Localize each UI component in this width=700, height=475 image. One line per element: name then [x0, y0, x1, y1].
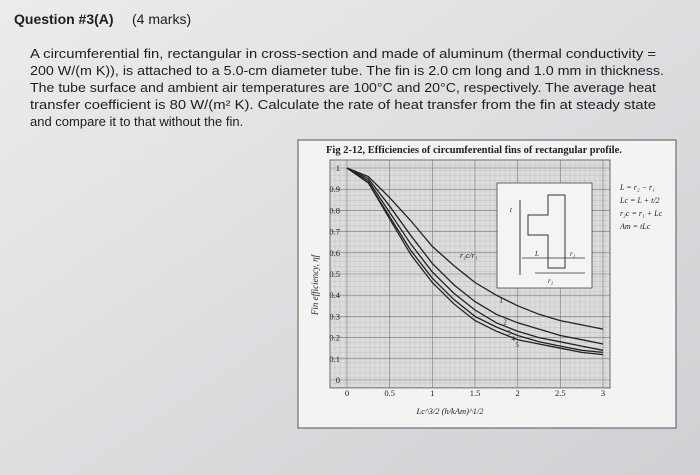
x-tick-label: 3: [601, 388, 605, 398]
curve-label: 5: [515, 341, 519, 349]
x-tick-label: 0: [345, 388, 349, 398]
diagram-label: r₁: [570, 250, 575, 258]
y-axis-label: Fin efficiency, ηf: [310, 253, 320, 316]
y-tick-label: 0.5: [329, 269, 340, 279]
diagram-label: r₂: [548, 277, 554, 285]
curve-label: 4: [511, 335, 515, 343]
formula: Lc = L + t/2: [619, 196, 660, 205]
x-tick-label: 0.5: [384, 388, 395, 398]
y-tick-label: 0.2: [329, 333, 340, 343]
efficiency-curve: [346, 167, 604, 356]
figure: Fig 2-12, Efficiencies of circumferentia…: [310, 145, 663, 416]
x-axis-label: Lc^3/2 (h/kAm)^1/2: [416, 406, 485, 416]
x-tick-label: 1.5: [470, 388, 481, 398]
efficiency-curve: [346, 167, 604, 345]
formula: L = r₂ − r₁: [619, 183, 655, 192]
question-line: The tube surface and ambient air tempera…: [30, 80, 656, 95]
efficiency-curve: [346, 167, 604, 351]
y-tick-label: 0.4: [329, 290, 340, 300]
question-line: 200 W/(m K)), is attached to a 5.0-cm di…: [30, 63, 664, 78]
question-line: transfer coefficient is 80 W/(m² K). Cal…: [30, 97, 656, 112]
diagram-fin: [519, 194, 566, 275]
curve-annotation: r₂c/r₁: [460, 251, 478, 260]
x-tick-label: 1: [430, 388, 434, 398]
question-title: Question #3(A): [14, 11, 114, 27]
y-tick-label: 0.9: [329, 184, 340, 194]
formula: r₂c = r₁ + Lc: [620, 209, 663, 218]
y-tick-label: 1: [336, 163, 340, 173]
question-line: and compare it to that without the fin.: [30, 114, 243, 129]
diagram-label: t: [510, 206, 513, 214]
y-tick-label: 0.8: [329, 205, 340, 215]
curve-label: 2: [503, 318, 507, 326]
curve-label: 1: [499, 297, 503, 305]
figure-caption: Fig 2-12, Efficiencies of circumferentia…: [326, 145, 622, 156]
question-marks: (4 marks): [132, 11, 191, 27]
efficiency-curve: [346, 167, 604, 330]
diagram-label: L: [534, 250, 539, 258]
y-tick-label: 0: [336, 375, 340, 385]
efficiency-curve: [346, 167, 604, 354]
y-tick-label: 0.7: [329, 227, 340, 237]
formula: Am = tLc: [619, 222, 651, 231]
y-tick-label: 0.6: [329, 248, 340, 258]
x-tick-label: 2.5: [555, 388, 566, 398]
x-tick-label: 2: [516, 388, 520, 398]
y-tick-label: 0.3: [329, 311, 340, 321]
y-tick-label: 0.1: [329, 354, 340, 364]
question-line: A circumferential fin, rectangular in cr…: [30, 46, 656, 61]
